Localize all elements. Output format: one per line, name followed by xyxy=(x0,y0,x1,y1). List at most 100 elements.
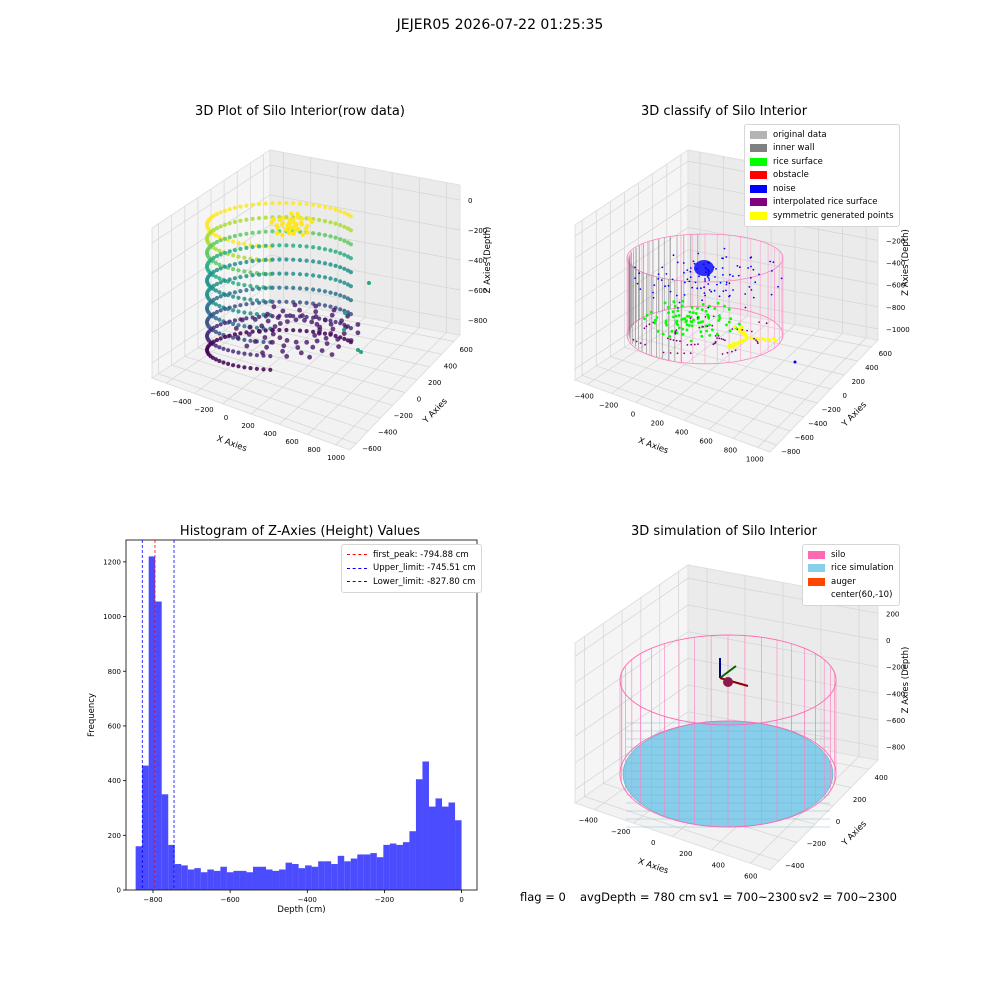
interpolated-point xyxy=(720,338,723,340)
y-gridline xyxy=(222,162,339,404)
x-tick-label: 200 xyxy=(651,420,664,428)
z-tick-label: −400 xyxy=(886,260,905,268)
noise-point xyxy=(686,278,689,281)
raw-point xyxy=(297,272,303,277)
raw-point xyxy=(242,324,247,329)
raw-plot-title: 3D Plot of Silo Interior(row data) xyxy=(195,104,405,119)
symmetric-point xyxy=(737,342,740,345)
noise-point xyxy=(707,306,710,309)
raw-point xyxy=(257,230,262,235)
interpolated-point xyxy=(706,325,709,328)
raw-point xyxy=(342,266,347,271)
raw-point xyxy=(244,274,249,279)
raw-point xyxy=(299,222,304,227)
raw-point xyxy=(231,321,236,327)
noise-point xyxy=(725,289,727,292)
raw-point xyxy=(222,278,228,283)
histogram-bar xyxy=(220,866,227,890)
noise-point xyxy=(725,256,728,258)
noise-point xyxy=(793,360,797,364)
noise-point xyxy=(636,282,639,285)
raw-point xyxy=(284,200,289,206)
rice-surface-point xyxy=(701,303,705,306)
legend-item: center(60,-10) xyxy=(808,589,894,603)
interpolated-point xyxy=(639,342,642,344)
raw-point xyxy=(244,288,249,293)
raw-point xyxy=(226,348,231,353)
noise-point xyxy=(737,274,740,277)
noise-point xyxy=(749,277,752,279)
raw-point xyxy=(232,290,237,295)
interpolated-point xyxy=(696,316,699,319)
raw-point xyxy=(311,259,316,264)
raw-point xyxy=(231,239,236,244)
raw-point xyxy=(297,201,303,206)
y-tick-label: 200 xyxy=(428,379,441,387)
raw-point xyxy=(263,215,268,220)
histogram-bar xyxy=(155,601,162,890)
raw-point xyxy=(348,284,353,289)
y-axis-label: Y Axies xyxy=(421,396,451,426)
rice-surface-point xyxy=(673,305,677,308)
raw-point xyxy=(214,253,220,259)
raw-point xyxy=(328,220,333,225)
y-tick-label: 400 xyxy=(865,364,878,372)
classify-plot-title: 3D classify of Silo Interior xyxy=(640,104,808,119)
rice-surface-point xyxy=(710,328,714,332)
interpolated-point xyxy=(643,327,646,330)
raw-point xyxy=(297,307,302,313)
raw-point xyxy=(214,211,220,217)
y-axis-label: Y Axies xyxy=(840,819,870,849)
noise-point xyxy=(664,285,666,288)
raw-point xyxy=(248,283,253,289)
raw-point xyxy=(277,285,282,290)
interpolated-point xyxy=(690,343,693,346)
raw-point xyxy=(303,226,309,231)
histogram-bar xyxy=(246,872,253,890)
x-axis-label: X Axies xyxy=(637,436,670,456)
histogram-bar xyxy=(383,844,390,890)
silo-top-ring xyxy=(626,233,784,283)
noise-point xyxy=(706,275,709,278)
legend-label: noise xyxy=(773,183,796,194)
legend-item: Lower_limit: -827.80 cm xyxy=(347,575,476,589)
x-gridline xyxy=(184,206,381,419)
z-tick-label: −400 xyxy=(886,690,905,698)
x-tick-label: 200 xyxy=(241,422,254,430)
z-tick-label: 0 xyxy=(468,197,472,205)
noise-point xyxy=(704,278,706,280)
y-tick-label: −400 xyxy=(378,428,397,436)
noise-point xyxy=(725,283,728,286)
symmetric-point xyxy=(768,339,772,343)
raw-point xyxy=(297,300,303,305)
symmetric-point xyxy=(737,340,740,344)
raw-point xyxy=(277,321,283,326)
raw-point xyxy=(338,265,343,270)
raw-point xyxy=(211,255,216,260)
interpolated-point xyxy=(717,335,720,337)
raw-point xyxy=(322,233,328,238)
raw-point xyxy=(214,267,220,273)
raw-point xyxy=(317,203,322,208)
y-axis-label: Frequency xyxy=(87,693,97,737)
raw-point xyxy=(314,338,320,344)
noise-point xyxy=(689,270,692,273)
interpolated-point xyxy=(746,329,748,332)
raw-point xyxy=(244,259,249,265)
noise-point xyxy=(697,252,700,255)
symmetric-point xyxy=(745,334,749,338)
raw-point xyxy=(232,248,237,253)
x-tick-label: −400 xyxy=(575,393,594,401)
raw-point xyxy=(312,333,318,338)
raw-point xyxy=(348,270,353,275)
raw-point xyxy=(348,298,353,303)
rice-surface-point xyxy=(707,316,711,320)
raw-point xyxy=(291,243,296,248)
raw-point xyxy=(244,217,249,222)
raw-point xyxy=(263,243,268,248)
raw-point xyxy=(289,211,294,216)
symmetric-point xyxy=(732,344,736,347)
noise-point xyxy=(750,289,753,291)
y-tick-label: 600 xyxy=(108,722,121,730)
raw-point xyxy=(222,334,228,340)
